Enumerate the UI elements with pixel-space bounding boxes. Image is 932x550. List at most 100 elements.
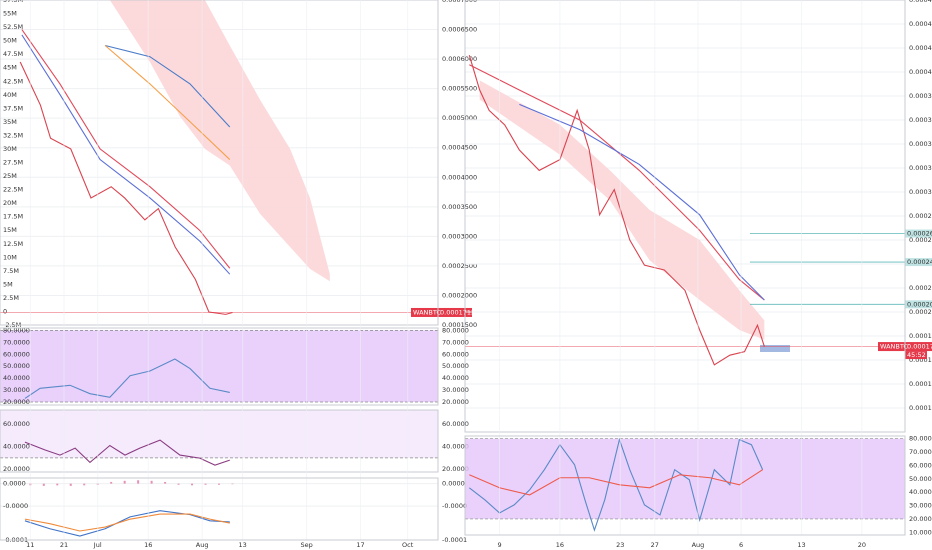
y-tick-label: 0.0002000 [442, 291, 477, 299]
histogram-bar [110, 481, 113, 484]
x-tick-label: 13 [238, 541, 246, 549]
x-tick-label: 23 [616, 541, 624, 549]
y2-tick-label: 55M [3, 10, 17, 18]
y-tick-label: 0.0002600 [909, 236, 932, 244]
y2-tick-label: 20M [3, 199, 17, 207]
y-tick-label: 0.0003800 [909, 92, 932, 100]
y-tick-label: 20.0000 [3, 398, 30, 406]
y-tick-label: -0.0001 [442, 536, 467, 544]
last-price-tag [411, 307, 472, 317]
cloud [479, 80, 765, 340]
series-line [104, 45, 231, 160]
symbol-label: WANBTC [880, 343, 908, 351]
x-tick-label: 27 [651, 541, 659, 549]
series-line [24, 358, 230, 399]
y-tick-label: 40.0000 [3, 443, 30, 451]
pane [0, 0, 438, 325]
y2-tick-label: 37.5M [3, 104, 23, 112]
histogram-bar [123, 480, 126, 484]
y-tick-label: 30.0000 [3, 386, 30, 394]
y-tick-label: 40.0000 [3, 374, 30, 382]
x-tick-label: Sep [300, 541, 312, 549]
pane [0, 410, 438, 466]
y2-tick-label: 40M [3, 91, 17, 99]
y-tick-label: -0.0000 [3, 502, 28, 510]
pane [465, 0, 905, 409]
y2-tick-label: 32.5M [3, 131, 23, 139]
x-tick-label: Oct [402, 541, 414, 549]
pane-frame [0, 409, 439, 473]
y-tick-label: 0.0002000 [909, 308, 932, 316]
y2-tick-label: 15M [3, 226, 17, 234]
pane [0, 330, 438, 403]
y-tick-label: 20.0000 [442, 398, 469, 406]
y-tick-label: 0.0006000 [442, 55, 477, 63]
y2-tick-label: 47.5M [3, 50, 23, 58]
y-tick-label: 0.0002200 [909, 284, 932, 292]
histogram-bar [218, 483, 220, 485]
y-tick-label: 20.0000 [3, 465, 30, 473]
y2-tick-label: 35M [3, 118, 17, 126]
position-box [760, 345, 790, 352]
y-tick-label: 60.0000 [3, 350, 30, 358]
y-tick-label: 0.0006500 [442, 26, 477, 34]
series-line [24, 439, 230, 466]
y2-tick-label: 45M [3, 64, 17, 72]
y2-tick-label: 57.5M [3, 0, 23, 4]
y2-tick-label: 22.5M [3, 186, 23, 194]
y-tick-label: 0.0005500 [442, 85, 477, 93]
symbol-label: WANBTC [413, 308, 441, 316]
pane-frame [0, 477, 439, 541]
series-line [469, 469, 763, 496]
y-tick-label: 0.0003500 [442, 203, 477, 211]
y-tick-label: 0.0004200 [909, 44, 932, 52]
x-tick-label: 6 [739, 541, 743, 549]
y-tick-label: 0.0004500 [442, 144, 477, 152]
y-tick-label: 40.0000 [909, 488, 932, 496]
level-tag [905, 300, 932, 309]
histogram-bar [191, 483, 194, 486]
y-tick-label: 0.0001500 [442, 321, 477, 329]
y-tick-label: 0.0003200 [909, 164, 932, 172]
pane-frame [464, 435, 906, 536]
y2-tick-label: 30M [3, 145, 17, 153]
y-tick-label: 80.0000 [909, 435, 932, 443]
pane-frame [0, 0, 439, 326]
y2-tick-label: 7.5M [3, 267, 19, 275]
last-price-label: 0.0001712 [907, 343, 932, 351]
y-tick-label: 40.0000 [442, 374, 469, 382]
y-tick-label: 0.0001800 [909, 332, 932, 340]
histogram-bar [204, 483, 207, 485]
level-tag [905, 229, 932, 238]
histogram-bar [164, 481, 167, 484]
band [0, 410, 438, 458]
x-tick-label: 13 [797, 541, 805, 549]
y-tick-label: 50.0000 [3, 362, 30, 370]
x-tick-label: 21 [60, 541, 68, 549]
series-line [21, 34, 231, 275]
series-line [19, 61, 233, 315]
pane [0, 480, 438, 540]
y-tick-label: 60.0000 [3, 420, 30, 428]
histogram-bar [137, 480, 140, 484]
y-tick-label: 60.0000 [442, 350, 469, 358]
y-tick-label: 0.0000 [442, 480, 465, 488]
y-tick-label: 0.0005000 [442, 114, 477, 122]
y2-tick-label: 0 [3, 307, 7, 315]
y2-tick-label: 52.5M [3, 23, 23, 31]
series-line [468, 55, 765, 366]
y-tick-label: 0.0001400 [909, 380, 932, 388]
histogram-bar [69, 483, 72, 486]
y-tick-label: 0.0003400 [909, 140, 932, 148]
pane-frame [464, 0, 906, 433]
y-tick-label: 0.0003000 [909, 188, 932, 196]
y-tick-label: 0.0002500 [442, 262, 477, 270]
y2-tick-label: 25M [3, 172, 17, 180]
last-price-label: 0.0001712 [440, 308, 475, 316]
y-tick-label: 0.0004400 [909, 20, 932, 28]
y-tick-label: 80.0000 [442, 326, 469, 334]
countdown-tag [905, 351, 927, 360]
level-label: 0.0002416 [907, 258, 932, 266]
